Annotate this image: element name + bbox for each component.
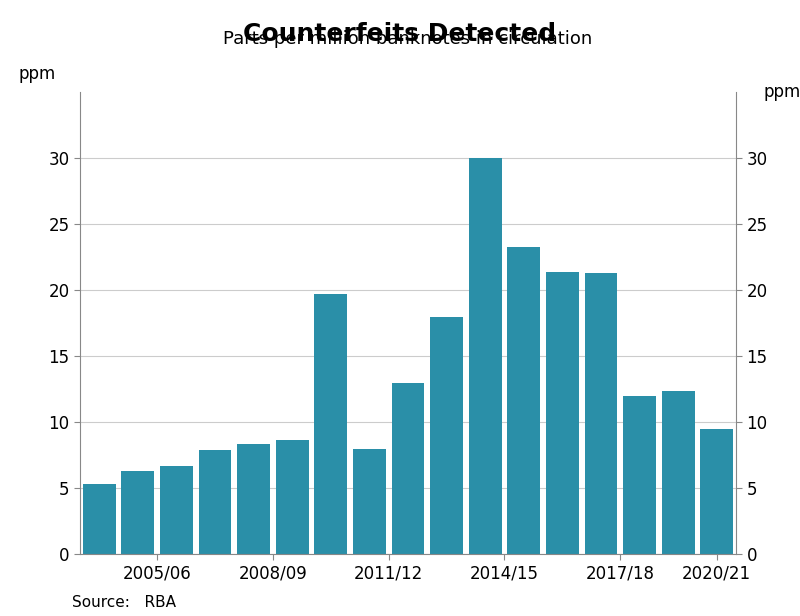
Bar — [122, 471, 154, 554]
Bar — [623, 396, 656, 554]
Bar — [392, 383, 425, 554]
Bar — [353, 449, 386, 554]
Bar — [198, 450, 231, 554]
Bar — [160, 466, 193, 554]
Bar — [585, 274, 618, 554]
Text: Source:   RBA: Source: RBA — [72, 595, 176, 610]
Bar — [507, 247, 540, 554]
Bar — [276, 440, 309, 554]
Bar — [314, 294, 347, 554]
Bar — [662, 391, 694, 554]
Bar — [83, 484, 116, 554]
Bar — [469, 158, 502, 554]
Bar — [546, 272, 578, 554]
Bar — [430, 317, 463, 554]
Bar — [700, 429, 733, 554]
Y-axis label: ppm: ppm — [763, 83, 800, 101]
Title: Parts per million banknotes in circulation: Parts per million banknotes in circulati… — [223, 30, 593, 48]
Bar — [238, 444, 270, 554]
Y-axis label: ppm: ppm — [18, 65, 56, 83]
Text: Counterfeits Detected: Counterfeits Detected — [243, 22, 557, 46]
